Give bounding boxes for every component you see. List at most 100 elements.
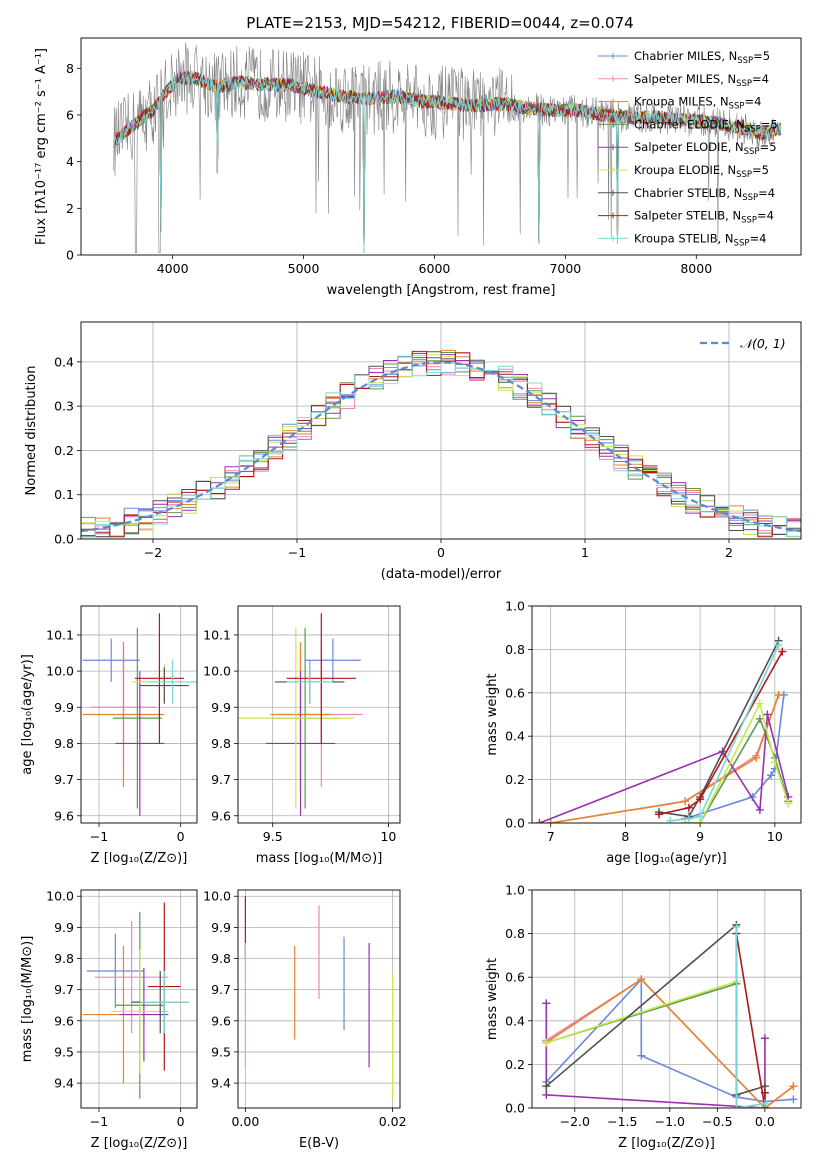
- residuals-plot-area: [81, 349, 801, 538]
- legend-label-part: =5: [753, 49, 770, 63]
- series-line-kroupa_stelib: [735, 927, 766, 1108]
- y-tick-label: 9.6: [211, 1013, 231, 1028]
- age_vs_Z-plot-area: [82, 613, 197, 816]
- x-tick-label: −1: [90, 1114, 108, 1129]
- x-tick-label: 10: [767, 829, 783, 844]
- series-marker-salpeter_stelib: [778, 647, 787, 656]
- y-tick-label: 0.6: [505, 685, 525, 700]
- legend-label-salpeter_stelib: Salpeter STELIB, NSSP=4: [634, 209, 774, 226]
- x-tick-label: −0.5: [702, 1114, 732, 1129]
- x-axis-label: wavelength [Angstrom, rest frame]: [327, 283, 556, 298]
- legend-label-part: Kroupa MILES, N: [634, 95, 729, 109]
- series-marker-salpeter_elodie: [760, 1034, 769, 1043]
- axes-frame: [80, 605, 198, 824]
- series-line-chabrier_stelib: [545, 923, 766, 1096]
- series-marker-salpeter_elodie: [763, 710, 772, 719]
- x-tick-label: 2: [725, 545, 733, 560]
- y-tick-label: 4: [66, 154, 74, 169]
- legend-label-sub: SSP: [736, 170, 752, 180]
- series-marker-salpeter_elodie: [755, 805, 764, 814]
- series-marker-kroupa_elodie: [681, 819, 690, 823]
- legend-label-part: Kroupa STELIB, N: [634, 231, 734, 245]
- series-marker-salpeter_elodie: [535, 819, 544, 823]
- series-marker-salpeter_elodie: [542, 1090, 551, 1099]
- y-tick-label: 0.8: [505, 926, 525, 941]
- series-marker-kroupa_stelib: [732, 923, 741, 932]
- series-marker-kroupa_miles: [637, 975, 646, 984]
- x-tick-label: −2.0: [560, 1114, 590, 1129]
- series-line-salpeter_stelib: [735, 933, 766, 1108]
- mass_vs_Z-plot-area: [82, 902, 189, 1099]
- series-marker-kroupa_miles: [752, 753, 761, 762]
- series-line-kroupa_miles: [550, 694, 780, 823]
- residuals-axes: −2 −1 0 1 2 0.0 0.1 0.2 0.3 0.4 (data-model)/error…: [24, 321, 802, 582]
- series-marker-salpeter_stelib: [696, 795, 705, 804]
- y-tick-label: 9.8: [54, 951, 74, 966]
- y-tick-label: 9.7: [54, 982, 74, 997]
- spectrum-axes: 4000 5000 6000 7000 8000 0 2 4 6 8 wavelength [Ang…: [34, 37, 802, 298]
- y-tick-label: 2: [66, 201, 74, 216]
- series-line-kroupa_stelib: [670, 644, 780, 822]
- series-marker-kroupa_stelib: [774, 641, 783, 650]
- series-marker-kroupa_miles: [774, 690, 783, 699]
- mass_vs_Z-axes: −1 0 9.4 9.5 9.6 9.7 9.8 9.9 10.0 Z [log₁₀(Z/Z⊙)]…: [20, 889, 198, 1151]
- x-tick-label: 4000: [157, 261, 189, 276]
- series-marker-kroupa_stelib: [684, 814, 693, 823]
- series-marker-salpeter_stelib: [655, 810, 664, 819]
- y-tick-label: 9.6: [54, 1013, 74, 1028]
- legend-label-sub: SSP: [742, 193, 758, 203]
- axes-frame: [237, 605, 401, 824]
- legend-label-sub: SSP: [737, 56, 753, 66]
- series-line-kroupa_miles: [545, 978, 794, 1108]
- legend-label-sub: SSP: [744, 147, 760, 157]
- series-marker-chabrier_elodie: [755, 714, 764, 723]
- y-axis-label: age [log₁₀(age/yr)]: [20, 654, 35, 775]
- y-tick-label: 0.4: [54, 354, 74, 369]
- y-tick-label: 1.0: [505, 599, 525, 614]
- x-tick-label: 9.5: [263, 829, 283, 844]
- axes-frame: [80, 37, 802, 256]
- x-axis-label: mass [log₁₀(M/M⊙)]: [256, 851, 383, 866]
- legend-label-part: =5: [752, 163, 769, 177]
- legend-label-part: =5: [761, 117, 778, 131]
- legend-label-part: Chabrier STELIB, N: [634, 186, 742, 200]
- legend-label-chabrier_stelib: Chabrier STELIB, NSSP=4: [634, 186, 775, 203]
- mass_vs_ebv-plot-area: [244, 896, 394, 1099]
- y-tick-label: 0.6: [505, 970, 525, 985]
- legend-label-salpeter_elodie: Salpeter ELODIE, NSSP=5: [634, 140, 777, 157]
- y-tick-label: 0.2: [54, 443, 74, 458]
- y-tick-label: 9.5: [211, 1044, 231, 1059]
- figure-title: PLATE=2153, MJD=54212, FIBERID=0044, z=0…: [246, 14, 633, 32]
- age_vs_mass-plot-area: [238, 613, 363, 816]
- y-axis-label: mass [log₁₀(M/M⊙)]: [20, 936, 35, 1063]
- y-tick-label: 0.3: [54, 399, 74, 414]
- x-axis-label: (data-model)/error: [381, 567, 502, 582]
- x-tick-label: −1.0: [655, 1114, 685, 1129]
- series-marker-kroupa_elodie: [542, 1038, 551, 1047]
- series-marker-salpeter_stelib: [684, 803, 693, 812]
- massweight_vs_age-plot-area: [535, 636, 793, 823]
- model-spectrum-kroupa_stelib: [113, 70, 782, 253]
- y-tick-label: 9.7: [54, 772, 74, 787]
- x-tick-label: 10: [380, 829, 396, 844]
- series-marker-kroupa_stelib: [666, 816, 675, 823]
- x-tick-label: 7: [547, 829, 555, 844]
- legend-label-part: =4: [758, 186, 775, 200]
- y-tick-label: 10.1: [46, 627, 74, 642]
- y-tick-label: 0.0: [54, 532, 74, 547]
- massweight_vs_age-axes: 7 8 9 10 0.0 0.2 0.4 0.6 0.8 1.0 age [log₁₀(age/yr…: [485, 599, 802, 866]
- x-tick-label: 0.0: [755, 1114, 775, 1129]
- legend-label-sub: SSP: [729, 102, 745, 112]
- y-tick-label: 9.9: [54, 920, 74, 935]
- x-axis-label: age [log₁₀(age/yr)]: [606, 851, 727, 866]
- y-tick-label: 10.0: [46, 664, 74, 679]
- y-tick-label: 0.0: [505, 816, 525, 831]
- axes-frame: [80, 321, 802, 540]
- y-axis-label: mass weight: [485, 673, 500, 755]
- legend-label-part: Salpeter MILES, N: [634, 72, 736, 86]
- series-line-salpeter_elodie: [539, 714, 790, 823]
- x-tick-label: −1: [90, 829, 108, 844]
- massweight_vs_Z-axes: −2.0 −1.5 −1.0 −0.5 0.0 0.0 0.2 0.4 0.6 0.8 1.0 Z […: [485, 883, 802, 1151]
- mass_vs_ebv-axes: 0.00 0.02 9.4 9.5 9.6 9.7 9.8 9.9 10.0 E(B-V): [203, 889, 406, 1151]
